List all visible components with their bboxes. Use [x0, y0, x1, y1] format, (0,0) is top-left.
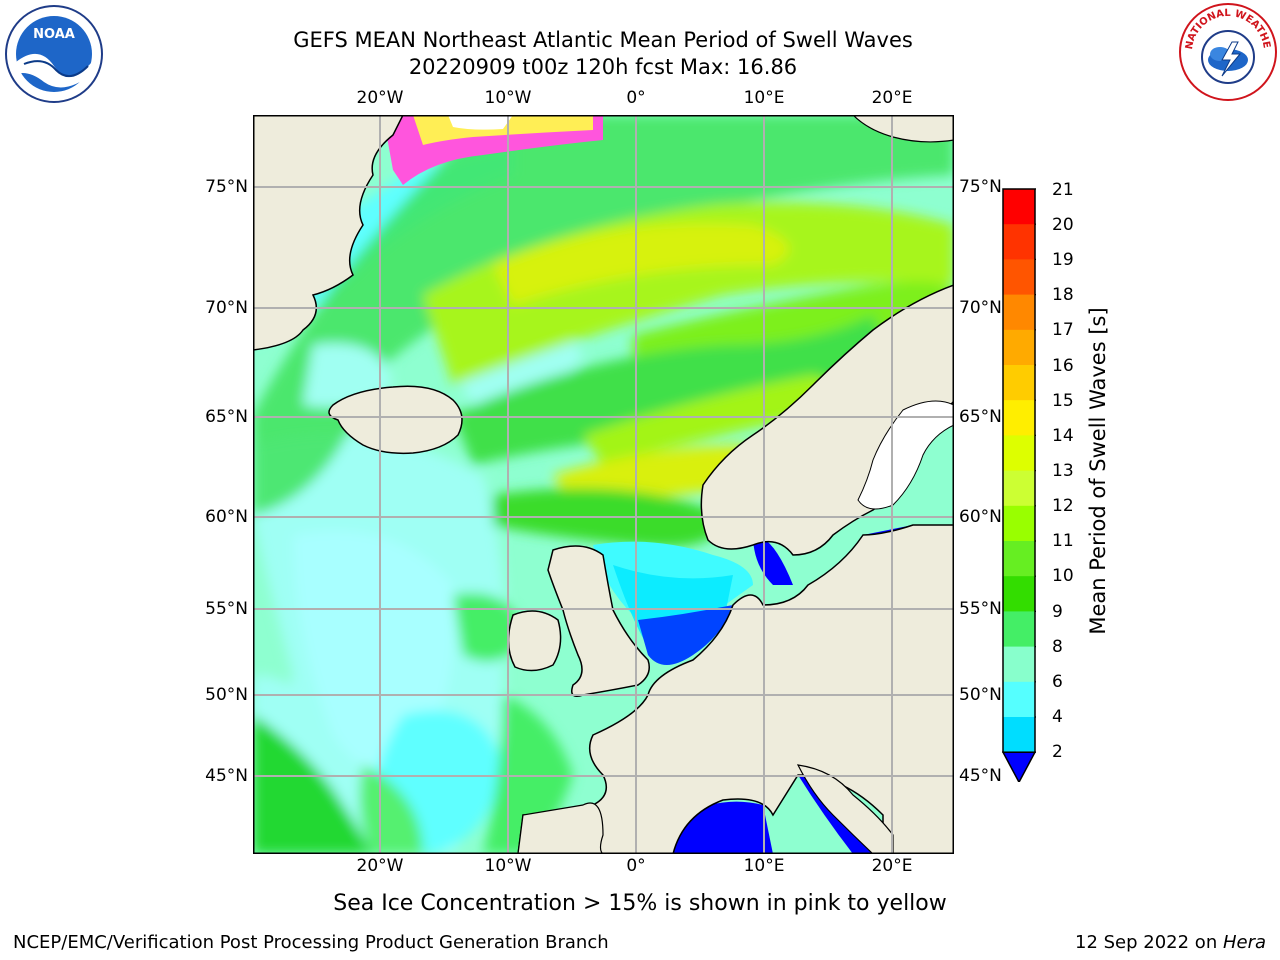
graticule [253, 115, 954, 854]
lon-label-bottom-10e: 10°E [743, 856, 785, 876]
colorbar-tick-11: 10 [1052, 566, 1074, 586]
colorbar-tick-7: 14 [1052, 426, 1074, 446]
lat-label-left-55n: 55°N [205, 599, 248, 619]
colorbar-tick-8: 13 [1052, 461, 1074, 481]
colorbar-tick-1: 20 [1052, 215, 1074, 235]
colorbar-tick-16: 2 [1052, 742, 1063, 762]
noaa-logo-text: NOAA [33, 27, 75, 42]
lon-label-bottom-10w: 10°W [484, 856, 532, 876]
lat-label-right-75n: 75°N [959, 177, 1002, 197]
lon-label-bottom-20w: 20°W [356, 856, 404, 876]
noaa-logo-icon: NOAA [5, 5, 103, 103]
swell-field [253, 115, 954, 854]
colorbar-swatch [1003, 611, 1035, 648]
footer-host: Hera [1222, 932, 1266, 953]
lat-label-left-60n: 60°N [205, 507, 248, 527]
colorbar-swatch [1003, 365, 1035, 401]
footer-date: 12 Sep 2022 on [1075, 932, 1223, 953]
colorbar [1001, 188, 1042, 784]
lon-label-top-10w: 10°W [484, 88, 532, 108]
lon-label-top-10e: 10°E [743, 88, 785, 108]
lat-label-left-65n: 65°N [205, 407, 248, 427]
chart-subtitle: 20220909 t00z 120h fcst Max: 16.86 [408, 55, 798, 79]
colorbar-swatch [1003, 189, 1035, 225]
sea-ice-note: Sea Ice Concentration > 15% is shown in … [333, 891, 947, 916]
lat-label-left-75n: 75°N [205, 177, 248, 197]
colorbar-swatch [1003, 294, 1035, 331]
colorbar-tick-14: 6 [1052, 672, 1063, 692]
lat-label-right-45n: 45°N [959, 766, 1002, 786]
colorbar-tick-13: 8 [1052, 637, 1063, 657]
lon-label-bottom-0: 0° [626, 856, 646, 876]
colorbar-tick-4: 17 [1052, 320, 1074, 340]
colorbar-swatch [1003, 541, 1035, 577]
lon-label-top-20e: 20°E [871, 88, 913, 108]
map-area [252, 114, 955, 855]
map-svg [252, 114, 955, 855]
colorbar-swatch [1003, 505, 1035, 542]
footer-left: NCEP/EMC/Verification Post Processing Pr… [13, 932, 609, 953]
lat-label-right-70n: 70°N [959, 298, 1002, 318]
nws-logo-icon: NATIONAL WEATHER SERVICE [1174, 0, 1277, 101]
colorbar-tick-6: 15 [1052, 391, 1074, 411]
colorbar-label: Mean Period of Swell Waves [s] [1086, 307, 1110, 635]
colorbar-swatch [1003, 646, 1035, 683]
lat-label-left-70n: 70°N [205, 298, 248, 318]
colorbar-tick-9: 12 [1052, 496, 1074, 516]
colorbar-swatch [1003, 259, 1035, 296]
lon-label-top-20w: 20°W [356, 88, 404, 108]
lat-label-right-60n: 60°N [959, 507, 1002, 527]
colorbar-swatch [1003, 717, 1035, 753]
colorbar-tick-5: 16 [1052, 356, 1074, 376]
colorbar-tick-10: 11 [1052, 531, 1074, 551]
lat-label-right-65n: 65°N [959, 407, 1002, 427]
lon-label-top-0: 0° [626, 88, 646, 108]
lon-label-bottom-20e: 20°E [871, 856, 913, 876]
lat-label-left-50n: 50°N [205, 685, 248, 705]
nws-logo: NATIONAL WEATHER SERVICE [1174, 0, 1278, 102]
colorbar-swatch [1003, 400, 1035, 436]
chart-title: GEFS MEAN Northeast Atlantic Mean Period… [293, 28, 913, 52]
colorbar-tick-15: 4 [1052, 707, 1063, 727]
lat-label-left-45n: 45°N [205, 766, 248, 786]
colorbar-swatch [1003, 470, 1035, 507]
colorbar-tick-0: 21 [1052, 180, 1074, 200]
footer-right: 12 Sep 2022 on Hera [1075, 932, 1266, 953]
colorbar-swatch [1003, 224, 1035, 260]
colorbar-swatch [1003, 329, 1035, 366]
colorbar-extend-arrow [1001, 751, 1037, 784]
lat-label-right-55n: 55°N [959, 599, 1002, 619]
colorbar-tick-3: 18 [1052, 285, 1074, 305]
lat-label-right-50n: 50°N [959, 685, 1002, 705]
colorbar-swatch [1003, 435, 1035, 472]
colorbar-swatch [1003, 681, 1035, 718]
colorbar-tick-2: 19 [1052, 250, 1074, 270]
noaa-logo: NOAA [4, 4, 104, 104]
colorbar-swatch [1003, 576, 1035, 612]
colorbar-tick-12: 9 [1052, 602, 1063, 622]
colorbar-svg [1001, 188, 1042, 784]
